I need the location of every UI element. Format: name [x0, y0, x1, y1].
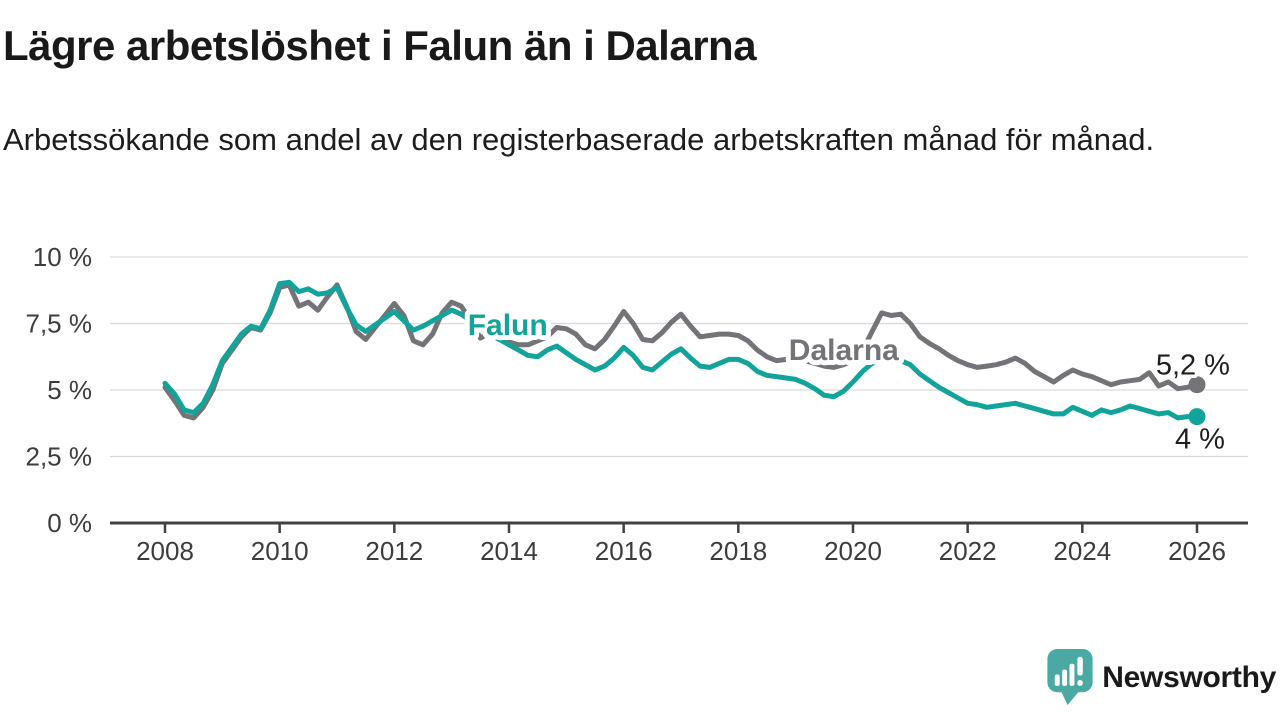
newsworthy-branding: Newsworthy — [1047, 649, 1276, 706]
line-chart-svg: 0 % 2,5 % 5 % 7,5 % 10 % Dalarna Falun 5,2 % 4 %… — [26, 242, 1248, 566]
y-axis-tick-label: 0 % — [47, 508, 92, 538]
x-axis-tick-label: 2016 — [595, 536, 653, 566]
newsworthy-logo-icon — [1047, 649, 1093, 706]
series-label-falun: Falun — [468, 309, 548, 342]
x-axis-tick-label: 2012 — [365, 536, 423, 566]
x-axis-tick-label: 2018 — [709, 536, 767, 566]
end-value-label-falun: 4 % — [1175, 424, 1225, 456]
chart-title: Lägre arbetslöshet i Falun än i Dalarna — [3, 22, 757, 69]
chart-subtitle: Arbetssökande som andel av den registerb… — [3, 122, 1155, 157]
x-axis-tick-label: 2024 — [1053, 536, 1111, 566]
series-line-falun — [162, 279, 1200, 421]
y-axis-tick-label: 2,5 % — [26, 442, 93, 472]
x-axis-tick-label: 2008 — [136, 536, 194, 566]
bar-chart-exclamation-glyph — [1055, 656, 1084, 686]
series-label-dalarna: Dalarna — [789, 334, 899, 367]
newsworthy-wordmark: Newsworthy — [1102, 660, 1276, 694]
x-axis-tick-label: 2010 — [251, 536, 309, 566]
y-axis-tick-label: 5 % — [47, 375, 92, 405]
line-chart: 0 % 2,5 % 5 % 7,5 % 10 % Dalarna Falun 5,2 % 4 %… — [0, 236, 1280, 581]
y-axis-tick-label: 10 % — [33, 242, 92, 272]
x-axis-tick-label: 2022 — [939, 536, 997, 566]
x-axis-tick-label: 2014 — [480, 536, 538, 566]
end-dot-dalarna — [1188, 376, 1206, 394]
x-axis-tick-label: 2020 — [824, 536, 882, 566]
series-line-dalarna — [162, 282, 1200, 421]
end-value-label-dalarna: 5,2 % — [1156, 350, 1230, 382]
x-axis-tick-label: 2026 — [1168, 536, 1226, 566]
y-axis-tick-label: 7,5 % — [26, 309, 93, 339]
end-dot-falun — [1188, 408, 1206, 426]
